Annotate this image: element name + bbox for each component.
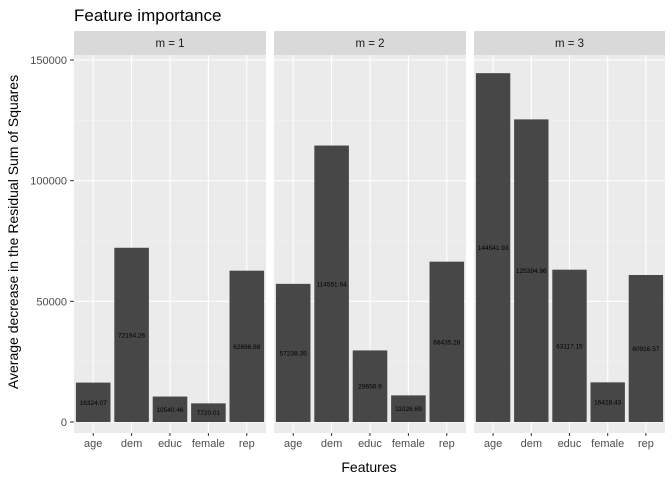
bar-value-label: 57238.35 xyxy=(280,350,307,357)
bar xyxy=(475,73,511,422)
x-tick-label: rep xyxy=(638,438,654,450)
x-tick-label: dem xyxy=(321,438,342,450)
bar-value-label: 11026.69 xyxy=(395,406,422,413)
facet-strip-label: m = 2 xyxy=(355,38,384,50)
x-tick-label: age xyxy=(484,438,502,450)
facet-strip xyxy=(474,31,665,55)
bar xyxy=(314,145,349,422)
bar-value-label: 7720.01 xyxy=(197,410,221,417)
bar xyxy=(590,382,625,422)
facet-strip-label: m = 1 xyxy=(155,38,184,50)
x-tick-label: dem xyxy=(521,438,542,450)
x-tick-label: female xyxy=(392,438,425,450)
facet-panels: 16324.07 72194.26 10540.46 7720.01 62696.88 m… xyxy=(74,31,665,450)
bar-value-label: 16428.43 xyxy=(594,400,621,407)
bar-value-label: 62696.88 xyxy=(233,344,260,351)
x-tick-label: female xyxy=(192,438,225,450)
bar xyxy=(275,283,311,422)
y-tick-label: 50000 xyxy=(36,296,67,308)
facet-strip-label: m = 3 xyxy=(555,38,584,50)
bar xyxy=(114,247,149,422)
bar xyxy=(229,270,265,422)
bar xyxy=(429,261,465,422)
x-tick-label: rep xyxy=(239,438,255,450)
x-tick-label: educ xyxy=(558,438,582,450)
bar xyxy=(628,274,664,422)
y-tick-label: 150000 xyxy=(30,55,67,67)
facet-panel: 57238.35 114551.64 29656.9 11026.69 66435.28… xyxy=(274,31,466,450)
x-tick-label: educ xyxy=(358,438,382,450)
facet-strip xyxy=(274,31,466,55)
bar-value-label: 63117.15 xyxy=(556,343,583,350)
x-tick-label: educ xyxy=(158,438,182,450)
bar-value-label: 60916.57 xyxy=(632,346,659,353)
bar xyxy=(391,395,426,422)
bar-value-label: 66435.28 xyxy=(433,339,460,346)
bar-value-label: 10540.46 xyxy=(156,407,183,414)
bar xyxy=(75,382,111,422)
bar-value-label: 114551.64 xyxy=(316,281,347,288)
bar xyxy=(152,396,188,422)
bar-value-label: 144541.93 xyxy=(478,245,509,252)
x-tick-label: dem xyxy=(121,438,142,450)
y-tick-label: 100000 xyxy=(30,176,67,188)
bar xyxy=(514,119,549,423)
bar-value-label: 16324.07 xyxy=(80,400,107,407)
x-tick-label: age xyxy=(284,438,302,450)
y-axis: 0 50000 100000 150000 xyxy=(30,55,74,429)
chart-title: Feature importance xyxy=(74,6,221,25)
x-tick-label: rep xyxy=(439,438,455,450)
y-tick-label: 0 xyxy=(61,417,67,429)
facet-panel: 144541.93 125394.96 63117.15 16428.43 60916.… xyxy=(474,31,665,450)
facet-panel: 16324.07 72194.26 10540.46 7720.01 62696.88 m… xyxy=(74,31,266,450)
facet-strip xyxy=(74,31,266,55)
bar xyxy=(552,269,587,422)
bar xyxy=(191,403,226,422)
bar-value-label: 125394.96 xyxy=(516,268,547,275)
y-axis-title: Average decrease in the Residual Sum of … xyxy=(5,75,21,389)
bar-value-label: 72194.26 xyxy=(118,332,145,339)
bar-value-label: 29656.9 xyxy=(358,384,382,391)
bar xyxy=(352,350,388,422)
x-tick-label: female xyxy=(591,438,624,450)
x-axis-title: Features xyxy=(341,459,396,475)
x-tick-label: age xyxy=(84,438,102,450)
